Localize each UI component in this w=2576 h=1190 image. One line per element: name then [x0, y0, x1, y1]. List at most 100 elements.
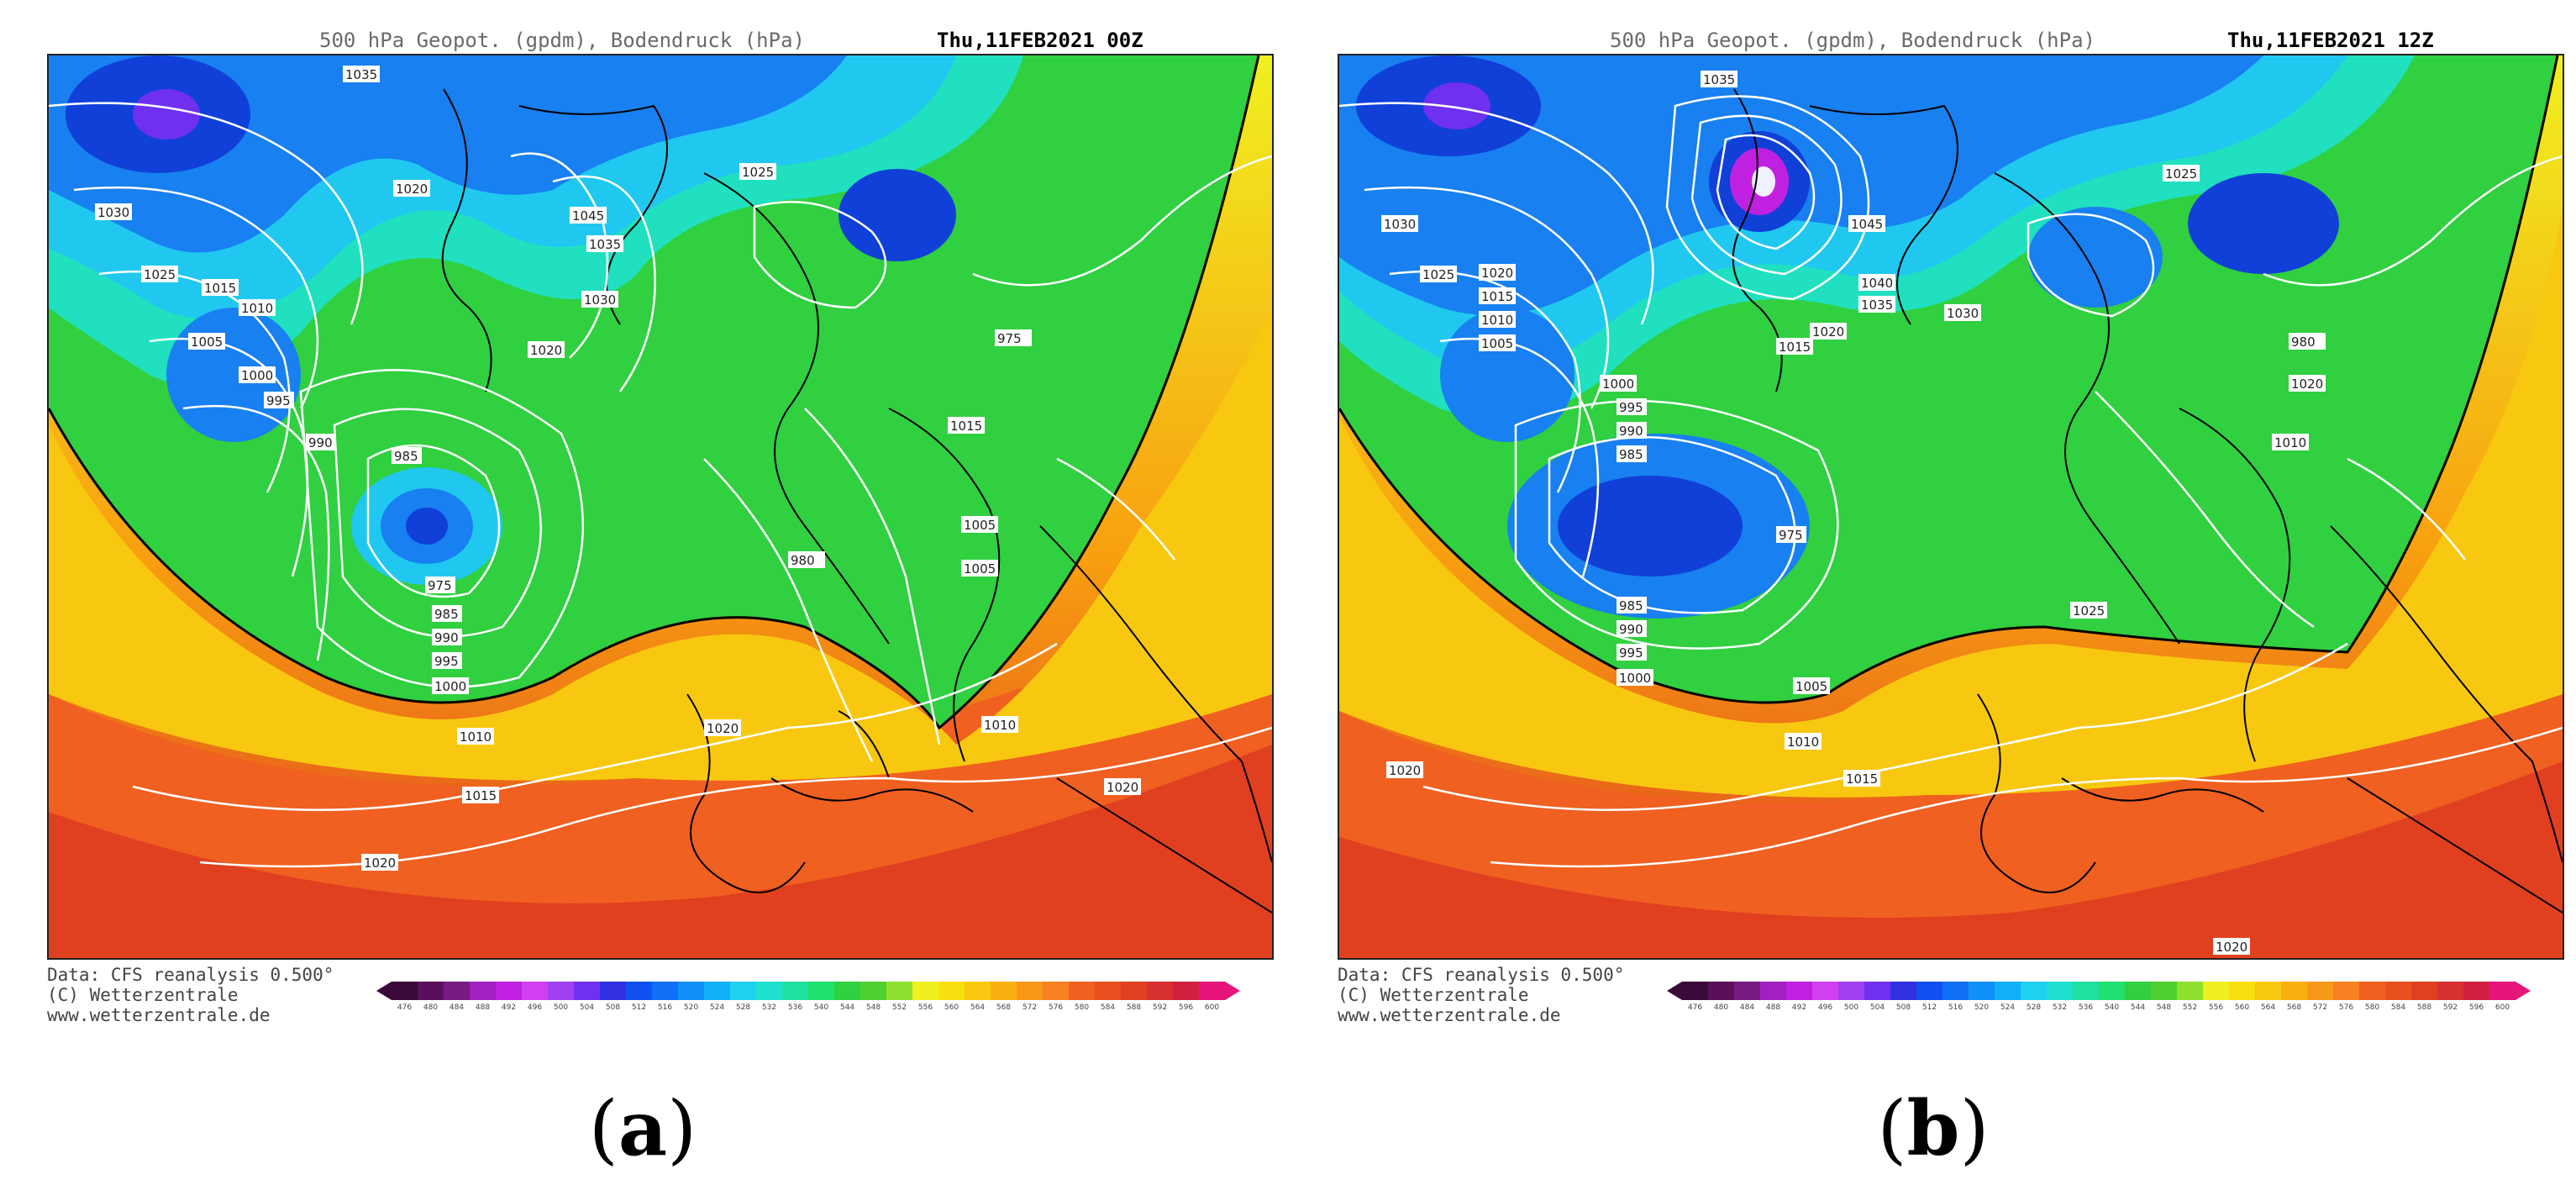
pressure-label: 1005	[961, 560, 998, 577]
colorbar-tick-label: 552	[2182, 1003, 2198, 1012]
credit-line-2: (C) Wetterzentrale	[1338, 985, 1529, 1005]
colorbar-tick-label: 548	[865, 1003, 881, 1012]
svg-text:1010: 1010	[1481, 313, 1513, 328]
colorbar-tick-label: 488	[1765, 1003, 1781, 1012]
colorbar-tick-label: 556	[2208, 1003, 2224, 1012]
colorbar-tick-label: 532	[761, 1003, 777, 1012]
colorbar-swatch	[1682, 982, 1708, 1000]
svg-text:1035: 1035	[1703, 72, 1735, 87]
svg-text:1020: 1020	[364, 856, 396, 871]
colorbar-tick-label: 572	[1022, 1003, 1038, 1012]
colorbar-swatch	[2437, 982, 2463, 1000]
pressure-label: 1005	[1793, 677, 1830, 694]
colorbar-swatch	[965, 982, 991, 1000]
colorbar-swatch	[2229, 982, 2255, 1000]
colorbar: 476 480 484 488 492 496 500 504 508 512 516 520 524 5…	[376, 982, 1270, 1029]
colorbar-swatch	[470, 982, 496, 1000]
svg-text:990: 990	[1619, 424, 1643, 439]
svg-text:1030: 1030	[584, 292, 616, 308]
colorbar-ticks: 476 480 484 488 492 496 500 504 508 512 516 520 524 5…	[392, 1003, 1225, 1012]
credit-line-3: www.wetterzentrale.de	[47, 1005, 271, 1025]
colorbar-swatch	[938, 982, 965, 1000]
colorbar-swatch	[626, 982, 652, 1000]
pressure-label: 1030	[95, 203, 132, 220]
yellow-zone	[1339, 207, 2563, 798]
svg-text:1005: 1005	[1795, 679, 1827, 694]
colorbar-tick-label: 564	[2260, 1003, 2276, 1012]
svg-text:1010: 1010	[2274, 435, 2306, 450]
pressure-label: 1000	[432, 677, 469, 694]
colorbar-swatch	[1147, 982, 1173, 1000]
svg-text:1020: 1020	[1389, 763, 1421, 778]
colorbar-tick-label: 592	[2442, 1003, 2458, 1012]
colorbar-tick-label: 516	[657, 1003, 673, 1012]
low-east	[2188, 173, 2339, 274]
colorbar-ticks: 476 480 484 488 492 496 500 504 508 512 516 520 524 5…	[1682, 1003, 2516, 1012]
pressure-label: 1020	[2289, 375, 2326, 392]
colorbar-swatch	[392, 982, 418, 1000]
colorbar-tick-label: 536	[2078, 1003, 2094, 1012]
colorbar-swatch	[1864, 982, 1890, 1000]
pressure-label: 1010	[2272, 434, 2309, 450]
colorbar-swatch	[2359, 982, 2385, 1000]
low-scandinavia	[839, 169, 956, 261]
svg-text:1005: 1005	[964, 561, 996, 577]
colorbar-tick-label: 520	[683, 1003, 699, 1012]
red-zone	[49, 745, 1272, 958]
colorbar-swatch	[1173, 982, 1199, 1000]
colorbar-swatch	[1043, 982, 1069, 1000]
colorbar-tick-label: 524	[2000, 1003, 2016, 1012]
colorbar-swatch	[548, 982, 574, 1000]
pressure-label: 1025	[2163, 165, 2200, 182]
pressure-label: 1015	[202, 279, 239, 296]
svg-text:1000: 1000	[1619, 671, 1651, 686]
pressure-label: 1045	[570, 207, 607, 224]
map-panel-a: 500 hPa Geopot. (gpdm), Bodendruck (hPa)…	[0, 0, 1285, 1190]
pressure-label: 990	[432, 629, 462, 645]
pressure-label: 1025	[739, 163, 776, 180]
svg-text:1025: 1025	[2073, 603, 2105, 619]
pressure-label: 1015	[462, 787, 499, 803]
colorbar-swatch	[1017, 982, 1043, 1000]
colorbar-tick-label: 552	[891, 1003, 907, 1012]
data-credit: Data: CFS reanalysis 0.500° (C) Wetterze…	[1338, 965, 1624, 1025]
credit-line-2: (C) Wetterzentrale	[47, 985, 239, 1005]
pressure-label: 1015	[1843, 770, 1880, 787]
colorbar-tick-label: 504	[579, 1003, 595, 1012]
pressure-label: 995	[1617, 644, 1647, 661]
pressure-label: 1000	[239, 366, 276, 383]
svg-text:1035: 1035	[589, 237, 621, 252]
svg-text:985: 985	[394, 449, 418, 464]
colorbar-swatch	[1969, 982, 1995, 1000]
svg-text:1005: 1005	[1481, 336, 1513, 351]
low-atlantic	[1558, 476, 1743, 577]
svg-text:995: 995	[1619, 645, 1643, 661]
pressure-label: 1005	[961, 516, 998, 533]
svg-text:1015: 1015	[204, 281, 236, 296]
low-core-west	[1423, 82, 1490, 129]
colorbar-tick-label: 560	[944, 1003, 959, 1012]
svg-text:1015: 1015	[1846, 771, 1878, 787]
colorbar-tick-label: 516	[1948, 1003, 1964, 1012]
svg-text:1020: 1020	[707, 721, 739, 736]
colorbar-swatch	[678, 982, 704, 1000]
svg-text:1030: 1030	[1384, 217, 1416, 232]
svg-text:1000: 1000	[241, 368, 273, 383]
pressure-label: 1005	[1479, 334, 1516, 351]
pressure-label: 1020	[2213, 938, 2250, 955]
pressure-label: 1035	[343, 66, 380, 82]
svg-text:1010: 1010	[460, 729, 492, 745]
colorbar-tick-label: 588	[1126, 1003, 1142, 1012]
colorbar-tick-label: 568	[2286, 1003, 2302, 1012]
colorbar-tick-label: 572	[2312, 1003, 2328, 1012]
geopotential-552-line	[49, 55, 1260, 730]
pressure-labels: 1035 1030 1025 1020 1015 1010 1005 1000 …	[1381, 71, 2326, 955]
svg-text:1045: 1045	[572, 208, 604, 224]
colorbar-tick-label: 584	[2390, 1003, 2406, 1012]
pressure-label: 980	[788, 551, 825, 568]
colorbar-swatch	[808, 982, 834, 1000]
data-credit: Data: CFS reanalysis 0.500° (C) Wetterze…	[47, 965, 334, 1025]
colorbar-tick-label: 484	[449, 1003, 465, 1012]
colorbar-swatch	[2203, 982, 2229, 1000]
colorbar-swatch	[912, 982, 938, 1000]
